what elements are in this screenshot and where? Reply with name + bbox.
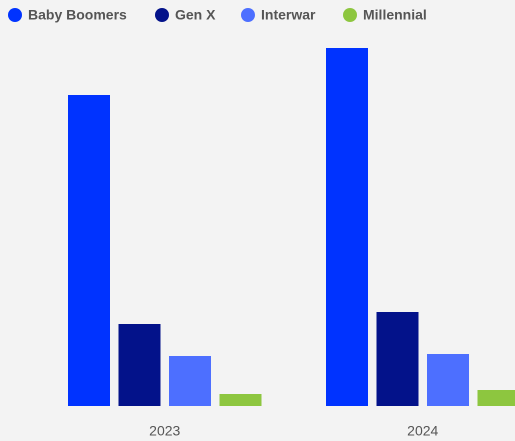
bar [427,354,469,406]
bar [68,95,110,406]
bar [169,356,211,406]
legend-marker [8,8,22,22]
x-tick-label: 2024 [407,423,438,439]
x-tick-label: 2023 [149,423,180,439]
bar [477,390,515,406]
legend-label: Interwar [261,7,316,23]
legend-label: Gen X [175,7,216,23]
bar [118,324,161,406]
legend-marker [241,8,255,22]
legend-marker [155,8,169,22]
legend-marker [343,8,357,22]
bar [219,394,262,406]
bar [376,312,419,406]
bar [326,48,368,406]
legend-label: Baby Boomers [28,7,127,23]
legend-label: Millennial [363,7,427,23]
